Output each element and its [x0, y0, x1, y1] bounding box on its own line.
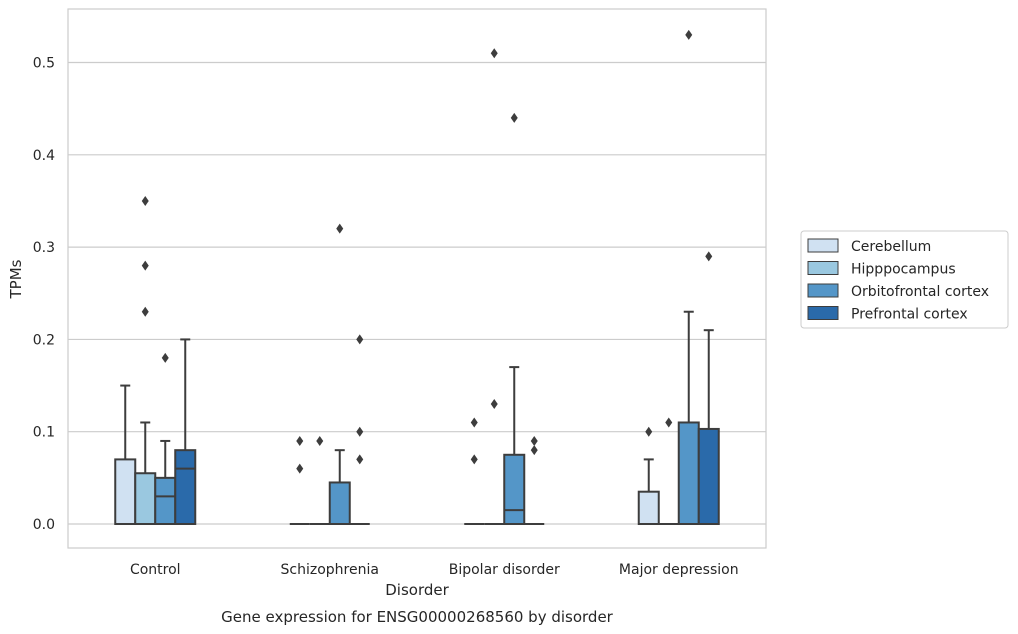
x-tick-label: Major depression [619, 562, 739, 578]
box-body [114, 458, 137, 526]
box-plot [658, 417, 679, 526]
outlier-point [510, 112, 518, 123]
outlier-point [141, 195, 149, 206]
legend-swatch [807, 283, 839, 298]
chart-caption: Gene expression for ENSG00000268560 by d… [221, 608, 614, 626]
y-tick-label: 0.4 [33, 148, 55, 164]
box-plot [309, 435, 330, 526]
outlier-point [665, 417, 673, 428]
outlier-point [530, 435, 538, 446]
box-plot [328, 223, 351, 526]
x-axis-ticks: Control Schizophrenia Bipolar disorder Majo… [130, 562, 739, 578]
box-series [114, 29, 720, 526]
outlier-point [490, 48, 498, 59]
outlier-point [356, 426, 364, 437]
legend-label: Orbitofrontal cortex [851, 284, 989, 300]
legend-frame [800, 230, 1009, 329]
legend-label: Hipppocampus [851, 262, 956, 278]
outlier-point [490, 399, 498, 410]
box-body [637, 490, 660, 526]
box-body [697, 427, 720, 526]
legend-label: Prefrontal cortex [851, 307, 968, 323]
legend-swatch [807, 261, 839, 275]
box-body [154, 476, 177, 526]
box-plot [174, 338, 197, 526]
y-axis-ticks: 0.0 0.1 0.2 0.3 0.4 0.5 [33, 56, 55, 533]
box-plot [114, 384, 137, 526]
box-plot [697, 251, 720, 526]
legend-swatch [807, 306, 839, 320]
outlier-point [645, 426, 653, 437]
outlier-point [530, 445, 538, 456]
box-body [503, 453, 526, 526]
box-plot [289, 435, 310, 526]
y-tick-label: 0.2 [33, 332, 55, 348]
legend: Cerebellum Hipppocampus Orbitofrontal cort… [800, 230, 1009, 329]
x-tick-label: Control [130, 562, 181, 578]
outlier-point [316, 435, 324, 446]
outlier-point [161, 352, 169, 363]
outlier-point [296, 435, 304, 446]
box-plot [677, 29, 700, 526]
outlier-point [356, 454, 364, 465]
grid-lines [68, 61, 766, 525]
outlier-point [141, 306, 149, 317]
y-tick-label: 0.5 [33, 56, 55, 72]
outlier-point [356, 334, 364, 345]
box-plot [349, 334, 370, 526]
box-plot [134, 195, 157, 526]
y-axis-label: TPMs [7, 259, 25, 299]
box-plot [637, 426, 660, 526]
outlier-point [141, 260, 149, 271]
y-tick-label: 0.0 [33, 517, 55, 533]
box-body [328, 481, 351, 526]
outlier-point [336, 223, 344, 234]
box-plot [154, 352, 177, 526]
box-body [134, 472, 157, 526]
outlier-point [705, 251, 713, 262]
x-tick-label: Schizophrenia [281, 562, 379, 578]
box-plot [524, 435, 545, 526]
y-tick-label: 0.1 [33, 425, 55, 441]
outlier-point [470, 454, 478, 465]
box-plot [464, 417, 485, 526]
legend-label: Cerebellum [851, 239, 931, 255]
box-body [174, 449, 197, 526]
x-axis-label: Disorder [385, 581, 449, 599]
legend-swatch [807, 238, 839, 253]
x-tick-label: Bipolar disorder [449, 562, 560, 578]
box-plot [503, 112, 526, 526]
outlier-point [296, 463, 304, 474]
plot-frame [67, 8, 767, 549]
outlier-point [470, 417, 478, 428]
box-plot [484, 48, 505, 526]
outlier-point [685, 29, 693, 40]
y-tick-label: 0.3 [33, 240, 55, 256]
box-body [677, 421, 700, 526]
